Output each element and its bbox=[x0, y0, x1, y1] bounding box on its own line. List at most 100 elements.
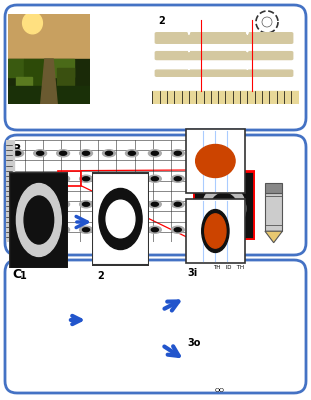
Circle shape bbox=[82, 202, 90, 206]
Circle shape bbox=[128, 202, 136, 206]
Text: TH   ID   TH: TH ID TH bbox=[213, 265, 244, 270]
Circle shape bbox=[57, 226, 70, 233]
Circle shape bbox=[210, 193, 238, 224]
Bar bbox=[8, 86, 90, 104]
Circle shape bbox=[171, 175, 184, 182]
Circle shape bbox=[105, 228, 113, 232]
Circle shape bbox=[34, 226, 47, 233]
Circle shape bbox=[80, 201, 92, 208]
Circle shape bbox=[148, 226, 161, 233]
Circle shape bbox=[82, 228, 90, 232]
Polygon shape bbox=[265, 183, 282, 193]
FancyBboxPatch shape bbox=[92, 173, 149, 265]
Circle shape bbox=[14, 202, 21, 206]
Circle shape bbox=[174, 202, 181, 206]
Circle shape bbox=[60, 151, 67, 155]
Circle shape bbox=[60, 177, 67, 181]
Circle shape bbox=[151, 228, 158, 232]
Circle shape bbox=[105, 177, 113, 181]
Circle shape bbox=[105, 151, 113, 155]
Bar bbox=[6, 140, 14, 242]
Circle shape bbox=[60, 228, 67, 232]
Circle shape bbox=[103, 150, 115, 157]
FancyBboxPatch shape bbox=[155, 33, 293, 43]
FancyBboxPatch shape bbox=[9, 172, 68, 268]
Circle shape bbox=[16, 184, 61, 256]
FancyBboxPatch shape bbox=[186, 199, 245, 263]
Text: l1: l1 bbox=[171, 17, 178, 23]
Circle shape bbox=[125, 226, 138, 233]
Text: 3i: 3i bbox=[187, 268, 197, 278]
Polygon shape bbox=[41, 59, 57, 104]
Ellipse shape bbox=[99, 188, 142, 250]
Bar bbox=[8, 59, 90, 104]
Circle shape bbox=[103, 226, 115, 233]
Circle shape bbox=[37, 202, 44, 206]
Circle shape bbox=[14, 151, 21, 155]
Circle shape bbox=[80, 150, 92, 157]
Circle shape bbox=[11, 226, 24, 233]
Circle shape bbox=[80, 226, 92, 233]
Circle shape bbox=[128, 228, 136, 232]
Circle shape bbox=[37, 151, 44, 155]
FancyBboxPatch shape bbox=[155, 52, 293, 60]
Bar bbox=[57, 68, 74, 86]
Circle shape bbox=[151, 202, 158, 206]
Text: A: A bbox=[12, 14, 22, 27]
FancyBboxPatch shape bbox=[155, 70, 293, 76]
Circle shape bbox=[125, 150, 138, 157]
Ellipse shape bbox=[205, 214, 226, 248]
Circle shape bbox=[82, 151, 90, 155]
Circle shape bbox=[14, 228, 21, 232]
Circle shape bbox=[128, 177, 136, 181]
Circle shape bbox=[128, 151, 136, 155]
Circle shape bbox=[151, 151, 158, 155]
Text: 3o: 3o bbox=[187, 338, 200, 348]
Text: C: C bbox=[12, 268, 21, 281]
Circle shape bbox=[57, 175, 70, 182]
Text: 2: 2 bbox=[158, 16, 165, 26]
Circle shape bbox=[148, 150, 161, 157]
Text: 1: 1 bbox=[20, 271, 27, 281]
Circle shape bbox=[11, 201, 24, 208]
Bar bbox=[8, 14, 90, 68]
Circle shape bbox=[34, 201, 47, 208]
Ellipse shape bbox=[106, 200, 135, 238]
Circle shape bbox=[24, 196, 54, 244]
Text: l2: l2 bbox=[222, 17, 229, 23]
Circle shape bbox=[148, 201, 161, 208]
Circle shape bbox=[148, 175, 161, 182]
Circle shape bbox=[82, 177, 90, 181]
Circle shape bbox=[14, 177, 21, 181]
Bar bbox=[16, 77, 32, 95]
Circle shape bbox=[202, 184, 246, 233]
Circle shape bbox=[34, 150, 47, 157]
Circle shape bbox=[11, 150, 24, 157]
Bar bbox=[8, 59, 24, 77]
Polygon shape bbox=[265, 231, 282, 243]
Ellipse shape bbox=[202, 210, 229, 252]
Circle shape bbox=[23, 12, 42, 34]
Circle shape bbox=[37, 177, 44, 181]
Ellipse shape bbox=[196, 144, 235, 178]
Circle shape bbox=[34, 175, 47, 182]
Circle shape bbox=[11, 175, 24, 182]
Bar bbox=[24, 59, 49, 86]
Circle shape bbox=[57, 150, 70, 157]
Text: 1: 1 bbox=[20, 48, 27, 58]
Circle shape bbox=[262, 17, 272, 27]
Circle shape bbox=[174, 228, 181, 232]
Polygon shape bbox=[265, 193, 282, 231]
Circle shape bbox=[174, 177, 181, 181]
FancyBboxPatch shape bbox=[186, 129, 245, 193]
Circle shape bbox=[80, 175, 92, 182]
Bar bbox=[49, 59, 74, 77]
Circle shape bbox=[105, 202, 113, 206]
Circle shape bbox=[174, 151, 181, 155]
Text: 2: 2 bbox=[97, 271, 104, 281]
FancyBboxPatch shape bbox=[193, 171, 254, 239]
Circle shape bbox=[57, 201, 70, 208]
Circle shape bbox=[171, 226, 184, 233]
Circle shape bbox=[37, 228, 44, 232]
Circle shape bbox=[103, 201, 115, 208]
